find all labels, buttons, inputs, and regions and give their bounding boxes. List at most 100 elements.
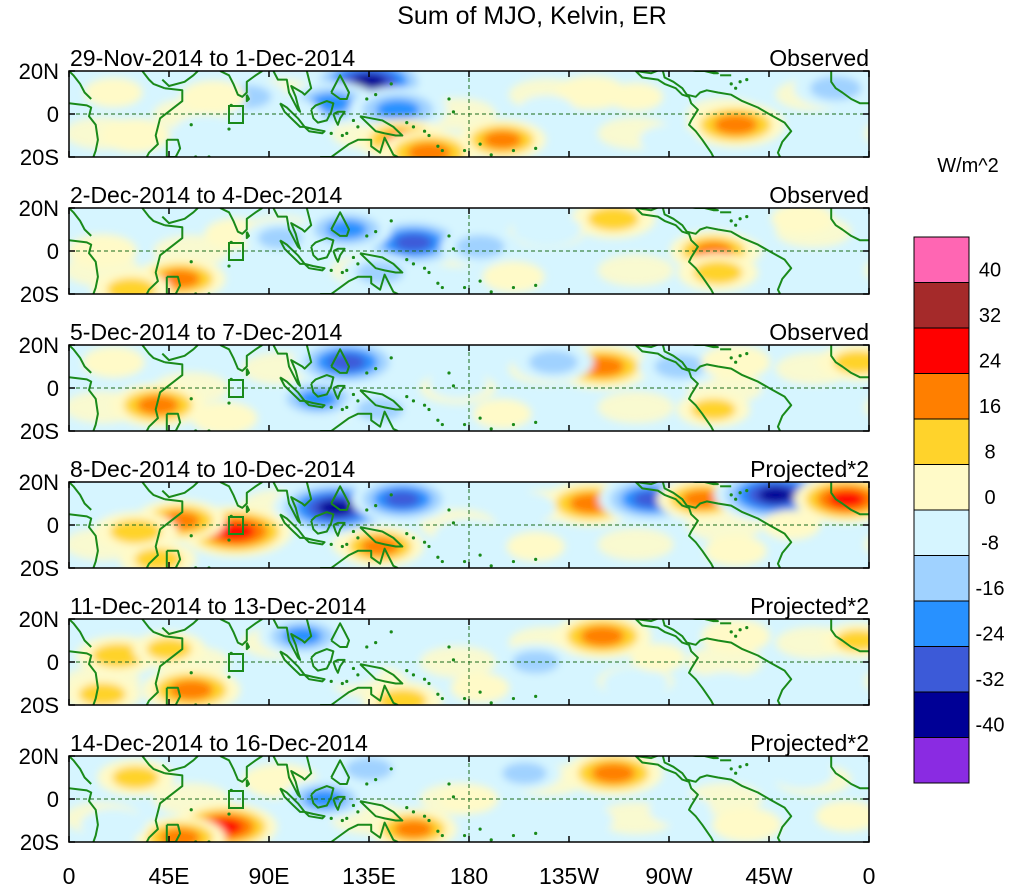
anomaly-cell [384, 491, 421, 508]
panel-label: Projected*2 [750, 730, 869, 756]
anomaly-cell [580, 626, 625, 647]
anomaly-cell [556, 75, 626, 110]
panel-date-range: 5-Dec-2014 to 7-Dec-2014 [70, 319, 343, 345]
anomaly-cell [112, 766, 160, 789]
anomaly-cell [815, 800, 869, 832]
anomaly-cell [351, 74, 387, 90]
x-tick-label: 45E [149, 863, 190, 889]
anomaly-cell [506, 531, 565, 562]
index-box [228, 242, 244, 261]
anomaly-cell [473, 399, 532, 429]
anomaly-cell [428, 368, 488, 399]
y-tick-label: 20S [20, 830, 59, 855]
anomaly-cell [169, 679, 214, 700]
anomaly-cell [512, 650, 560, 674]
anomaly-cell [713, 114, 758, 135]
anomaly-cell [356, 261, 404, 284]
index-box [228, 516, 244, 535]
panel-date-range: 11-Dec-2014 to 13-Dec-2014 [70, 593, 366, 619]
anomaly-cell [450, 673, 510, 703]
colorbar-level-label: -8 [981, 533, 999, 555]
anomaly-cell [260, 98, 323, 130]
x-tick-label: 0 [863, 863, 876, 889]
anomaly-cell [482, 130, 522, 149]
panel-label: Observed [769, 45, 869, 71]
colorbar-swatch [913, 737, 970, 784]
y-tick-label: 20S [20, 693, 59, 718]
anomaly-cell [298, 389, 338, 408]
y-tick-label: 20N [19, 744, 59, 769]
y-tick-label: 20S [20, 145, 59, 170]
index-box [228, 653, 244, 672]
anomaly-cell [547, 804, 613, 837]
colorbar-level-label: 40 [979, 260, 1001, 282]
panel-5: 20N 0 20S 11-Dec-2014 to 13-Dec-2014 Project… [19, 593, 870, 718]
coastlines [69, 345, 869, 431]
anomaly-cell [191, 401, 258, 431]
y-tick-label: 20S [20, 556, 59, 581]
anomaly-cell [146, 638, 192, 660]
anomaly-cell [455, 235, 505, 259]
colorbar-level-label: 16 [979, 396, 1001, 418]
y-tick-label: 0 [47, 239, 59, 264]
anomaly-cell [377, 689, 427, 705]
panel-date-range: 8-Dec-2014 to 10-Dec-2014 [70, 456, 355, 482]
panel-label: Observed [769, 319, 869, 345]
anomaly-cell [345, 757, 393, 781]
anomaly-cell [101, 118, 171, 153]
anomaly-cell [84, 77, 143, 108]
anomaly-cell [482, 261, 545, 293]
anomaly-cell [774, 665, 830, 694]
colorbar-swatch [913, 327, 970, 374]
x-tick-label: 90E [249, 863, 290, 889]
anomaly-cell [312, 651, 382, 686]
anomaly-cell [407, 142, 451, 157]
anomaly-cell [704, 535, 767, 567]
colorbar-swatch [913, 646, 970, 693]
anomaly-cell [376, 99, 420, 120]
y-tick-label: 20N [19, 59, 59, 84]
colorbar-level-label: 0 [984, 487, 995, 509]
y-tick-label: 20N [19, 333, 59, 358]
anomaly-cell [608, 82, 664, 111]
y-tick-label: 0 [47, 376, 59, 401]
colorbar-swatch [913, 555, 970, 602]
index-box [228, 379, 244, 398]
anomaly-cell [69, 482, 126, 517]
anomaly-cell [828, 490, 866, 508]
y-tick-label: 0 [47, 787, 59, 812]
anomaly-cell [771, 757, 834, 789]
panel-1: 20N 0 20S 29-Nov-2014 to 1-Dec-2014 Observed [19, 45, 870, 170]
anomaly-cell [528, 350, 579, 374]
colorbar-swatch [913, 509, 970, 556]
anomaly-cell [80, 808, 147, 841]
anomaly-cell [630, 643, 686, 672]
x-tick-label: 180 [450, 863, 488, 889]
anomaly-cell [394, 233, 433, 251]
colorbar-swatch [913, 418, 970, 465]
x-tick-label: 90W [645, 863, 693, 889]
colorbar: 40 32 24 16 8 0 -8 -16 -24 -32 -40 [913, 236, 1004, 784]
colorbar-level-label: 8 [984, 442, 995, 464]
anomaly-cell [106, 278, 156, 294]
coastlines [69, 71, 869, 157]
colorbar-swatch [913, 600, 970, 647]
anomaly-cell [682, 489, 723, 509]
panel-label: Projected*2 [750, 593, 869, 619]
colorbar-swatch [913, 464, 970, 511]
panel-label: Projected*2 [750, 456, 869, 482]
anomaly-cell [519, 95, 575, 124]
anomaly-cell [758, 487, 794, 503]
y-tick-label: 20N [19, 470, 59, 495]
x-tick-label: 135E [342, 863, 396, 889]
panel-3: 20N 0 20S 5-Dec-2014 to 7-Dec-2014 Observed [19, 319, 870, 444]
index-box [228, 790, 244, 809]
anomaly-cell [833, 350, 869, 374]
index-box [228, 105, 244, 124]
x-tick-label: 135W [539, 863, 599, 889]
anomaly-cell [639, 125, 699, 155]
anomaly-cell [693, 672, 756, 704]
colorbar-swatch [913, 691, 970, 738]
chart-title: Sum of MJO, Kelvin, ER [397, 2, 667, 30]
panel-4: 20N 0 20S 8-Dec-2014 to 10-Dec-2014 Projecte… [19, 456, 870, 581]
